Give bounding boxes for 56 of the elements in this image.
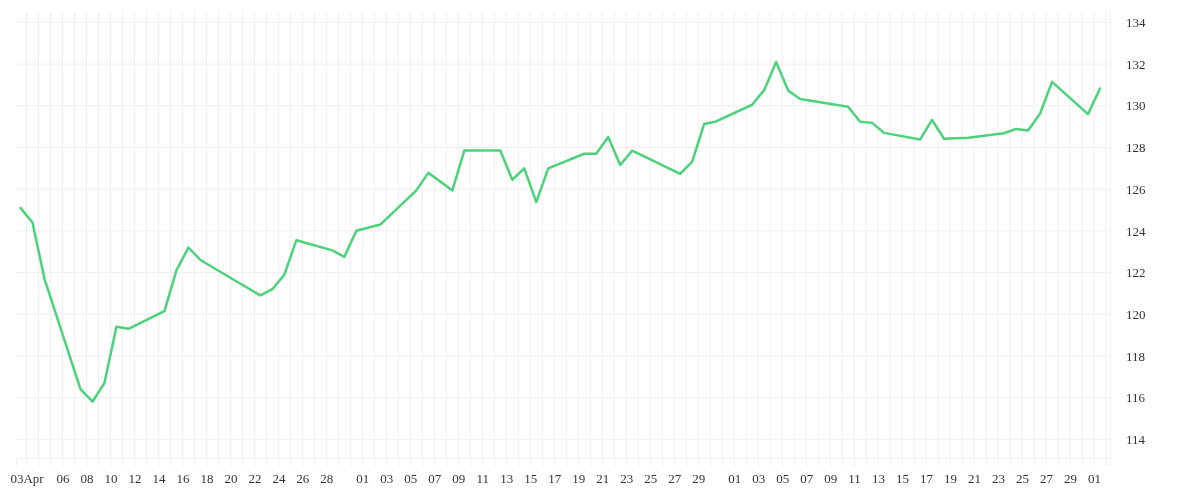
x-tick-label: 26 — [296, 471, 310, 487]
x-tick-label: 16 — [176, 471, 190, 487]
x-tick-label: 29 — [692, 471, 706, 487]
x-tick-label: 20 — [224, 471, 238, 487]
x-tick-label: 21 — [596, 471, 610, 487]
x-tick-label: 10 — [104, 471, 118, 487]
x-tick-label: 15 — [524, 471, 538, 487]
y-tick-label: 116 — [1126, 390, 1146, 406]
x-tick-label: 03Apr — [10, 471, 45, 487]
x-tick-label: 25 — [1016, 471, 1030, 487]
x-tick-label: 11 — [476, 471, 490, 487]
x-tick-label: 28 — [320, 471, 334, 487]
x-tick-label: 13 — [872, 471, 886, 487]
x-tick-label: 13 — [500, 471, 514, 487]
x-tick-label: 03 — [380, 471, 394, 487]
x-tick-label: 21 — [968, 471, 982, 487]
y-tick-label: 124 — [1126, 223, 1146, 239]
x-tick-label: 01 — [356, 471, 370, 487]
x-tick-label: 27 — [1040, 471, 1054, 487]
x-tick-label: 14 — [152, 471, 166, 487]
x-tick-label: 03 — [752, 471, 766, 487]
x-tick-label: 23 — [992, 471, 1006, 487]
x-tick-label: 29 — [1064, 471, 1078, 487]
x-tick-label: 01 — [1088, 471, 1102, 487]
y-tick-label: 114 — [1126, 431, 1146, 447]
x-tick-label: 11 — [848, 471, 861, 487]
y-tick-label: 122 — [1126, 265, 1146, 281]
line-series — [19, 60, 1102, 403]
x-tick-label: 27 — [668, 471, 682, 487]
x-tick-label: 09 — [452, 471, 466, 487]
x-tick-label: 25 — [644, 471, 658, 487]
y-tick-label: 132 — [1126, 56, 1146, 72]
x-tick-label: 05 — [776, 471, 790, 487]
x-tick-label: 24 — [272, 471, 286, 487]
x-tick-label: 01 — [728, 471, 742, 487]
x-tick-label: 05 — [404, 471, 418, 487]
x-tick-label: 19 — [944, 471, 958, 487]
x-tick-label: 07 — [428, 471, 442, 487]
y-tick-label: 120 — [1126, 306, 1146, 322]
x-tick-label: 18 — [200, 471, 214, 487]
x-tick-label: 22 — [248, 471, 262, 487]
x-tick-label: 23 — [620, 471, 634, 487]
x-tick-label: 12 — [128, 471, 142, 487]
y-tick-label: 126 — [1126, 181, 1146, 197]
x-tick-label: 06 — [56, 471, 70, 487]
x-tick-label: 09 — [824, 471, 838, 487]
x-tick-label: 17 — [548, 471, 562, 487]
x-tick-label: 15 — [896, 471, 910, 487]
x-tick-label: 07 — [800, 471, 814, 487]
y-tick-label: 118 — [1126, 348, 1146, 364]
y-tick-label: 130 — [1126, 98, 1146, 114]
x-tick-label: 19 — [572, 471, 586, 487]
y-tick-label: 128 — [1126, 140, 1146, 156]
x-tick-label: 08 — [80, 471, 94, 487]
y-tick-label: 134 — [1126, 15, 1146, 31]
x-tick-label: 17 — [920, 471, 934, 487]
